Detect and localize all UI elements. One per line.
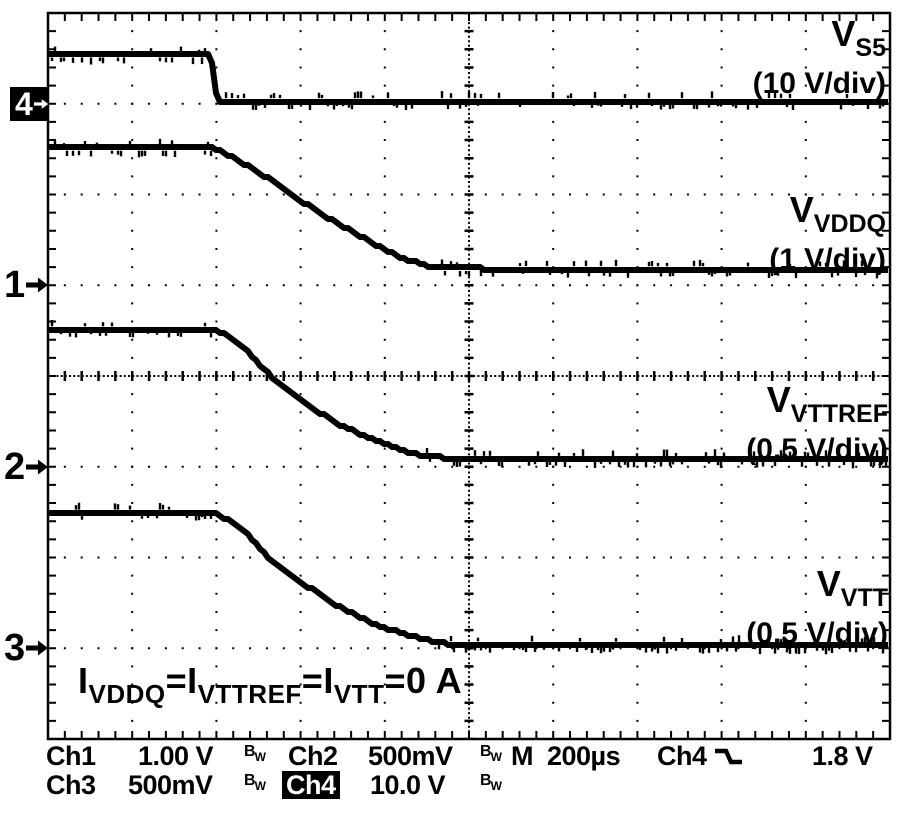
marker-arrow-icon: [26, 459, 48, 475]
readout-ch2: Ch2: [288, 741, 338, 771]
channel-label-vvttref: VVTTREF (0.5 V/div): [746, 380, 888, 466]
label-subscript: S5: [855, 34, 886, 62]
label-symbol: V: [789, 189, 814, 230]
channel-label-vvddq: VVDDQ (1 V/div): [769, 190, 886, 276]
readout-1-00-v: 1.00 V: [138, 741, 214, 771]
readout-ch4: Ch4: [657, 741, 707, 771]
annotation-text: I: [323, 660, 334, 701]
readout-m: M: [511, 741, 534, 771]
channel-marker-2: 2: [4, 446, 48, 488]
channel-label-vvtt: VVTT (0.5 V/div): [746, 564, 888, 650]
channel-marker-3: 3: [4, 627, 48, 669]
annotation-text: I: [78, 660, 89, 701]
readout-ch1: Ch1: [46, 741, 96, 771]
marker-number: 2: [4, 446, 25, 488]
annotation-text: =0 A: [384, 660, 463, 701]
trace-v_vttref: [49, 327, 888, 462]
marker-arrow-icon: [26, 277, 48, 293]
annotation-text: =: [301, 660, 324, 701]
load-current-annotation: IVDDQ=IVTTREF=IVTT=0 A: [78, 660, 462, 710]
readout-ch4: Ch4: [282, 771, 340, 799]
label-scale: (10 V/div): [752, 67, 886, 100]
label-scale: (0.5 V/div): [746, 433, 888, 466]
readout-ch3: Ch3: [46, 770, 96, 800]
channel-marker-4: 4: [10, 87, 48, 121]
label-symbol: V: [816, 563, 841, 604]
label-scale: (0.5 V/div): [746, 617, 888, 650]
marker-arrow-icon: [33, 99, 48, 109]
falling-edge-trigger-icon: [715, 748, 742, 765]
readout-500mv: 500mV: [368, 741, 453, 771]
channel-marker-1: 1: [4, 264, 48, 306]
label-symbol: V: [831, 13, 856, 54]
trace-v_s5: [49, 51, 888, 105]
marker-number: 3: [4, 627, 25, 669]
label-subscript: VTTREF: [790, 400, 888, 428]
marker-number: 4: [15, 86, 33, 122]
readout-200-s: 200µs: [547, 741, 621, 771]
label-subscript: VTT: [840, 584, 888, 612]
label-scale: (1 V/div): [769, 243, 886, 276]
marker-arrow-icon: [26, 640, 48, 656]
bandwidth-limit-icon: BW: [480, 772, 502, 793]
readout-10-0-v: 10.0 V: [370, 770, 446, 800]
label-symbol: V: [766, 379, 791, 420]
channel-label-vs5: VS5 (10 V/div): [753, 14, 886, 100]
annotation-text: =: [165, 660, 188, 701]
trace-v_vtt: [49, 510, 888, 648]
bandwidth-limit-icon: BW: [480, 743, 502, 764]
label-subscript: VDDQ: [813, 210, 886, 238]
marker-number: 1: [4, 264, 25, 306]
annotation-subscript: VTT: [333, 679, 385, 709]
annotation-subscript: VDDQ: [88, 679, 166, 709]
annotation-text: I: [187, 660, 198, 701]
trace-v_vddq: [49, 144, 888, 273]
readout-1-8-v: 1.8 V: [812, 741, 873, 771]
annotation-subscript: VTTREF: [197, 679, 302, 709]
bandwidth-limit-icon: BW: [244, 743, 266, 764]
bandwidth-limit-icon: BW: [244, 772, 266, 793]
readout-500mv: 500mV: [128, 770, 213, 800]
